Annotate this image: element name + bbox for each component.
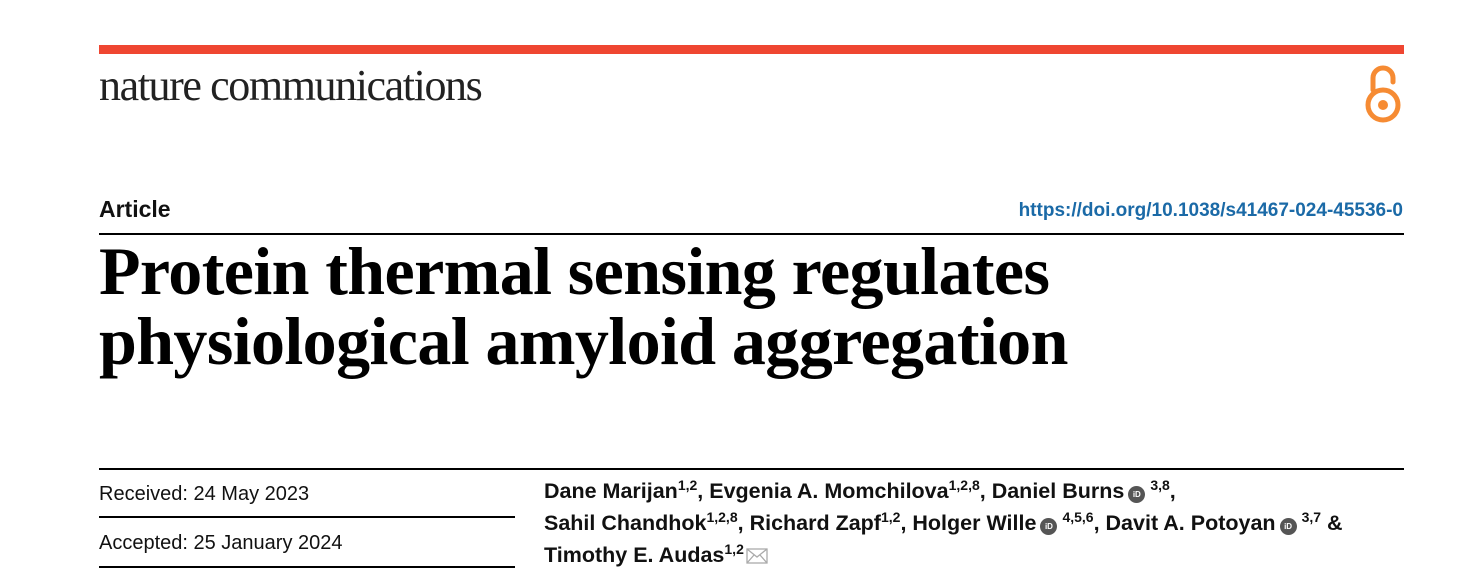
title-line-2: physiological amyloid aggregation — [99, 303, 1068, 379]
open-access-lock-icon[interactable] — [1362, 62, 1404, 124]
author-name: Holger Wille — [912, 511, 1037, 535]
author-list: Dane Marijan1,2, Evgenia A. Momchilova1,… — [544, 475, 1404, 571]
metadata-divider — [99, 468, 1404, 470]
author-name: Dane Marijan — [544, 479, 678, 503]
author-separator: , — [737, 511, 750, 535]
title-line-1: Protein thermal sensing regulates — [99, 233, 1050, 309]
author-affiliation: 1,2,8 — [706, 509, 738, 525]
orcid-icon[interactable]: iD — [1279, 518, 1297, 535]
author-item[interactable]: Davit A. Potoyan iD3,7 — [1105, 509, 1322, 535]
author-affiliation: 3,8 — [1150, 477, 1170, 493]
author-item[interactable]: Holger Wille iD4,5,6 — [912, 509, 1094, 535]
author-affiliation: 1,2 — [880, 509, 901, 525]
header-accent-bar — [99, 45, 1404, 54]
doi-link[interactable]: https://doi.org/10.1038/s41467-024-45536… — [1018, 200, 1403, 221]
author-name: Sahil Chandhok — [544, 511, 707, 535]
author-separator: , — [1093, 511, 1106, 535]
author-item[interactable]: Sahil Chandhok1,2,8 — [544, 509, 738, 535]
article-type-label: Article — [99, 196, 171, 222]
title-divider — [99, 233, 1404, 235]
author-name: Davit A. Potoyan — [1105, 511, 1276, 535]
author-separator: , — [697, 479, 710, 503]
author-item[interactable]: Timothy E. Audas1,2 — [544, 541, 768, 567]
accepted-date: Accepted: 25 January 2024 — [99, 518, 515, 568]
received-date: Received: 24 May 2023 — [99, 470, 515, 518]
author-affiliation: 1,2 — [724, 541, 744, 557]
publication-dates: Received: 24 May 2023 Accepted: 25 Janua… — [99, 470, 515, 568]
author-separator: & — [1321, 511, 1343, 535]
orcid-icon[interactable]: iD — [1040, 518, 1058, 535]
author-item[interactable]: Dane Marijan1,2 — [544, 477, 698, 503]
author-item[interactable]: Evgenia A. Momchilova1,2,8 — [709, 477, 980, 503]
author-name: Richard Zapf — [749, 511, 881, 535]
journal-name[interactable]: nature communications — [99, 61, 483, 110]
author-separator: , — [900, 511, 913, 535]
author-separator: , — [1169, 479, 1176, 503]
author-affiliation: 1,2,8 — [948, 477, 980, 493]
author-item[interactable]: Daniel Burns iD3,8 — [991, 477, 1170, 503]
author-name: Timothy E. Audas — [544, 543, 725, 567]
email-envelope-icon[interactable] — [746, 548, 768, 564]
author-separator: , — [979, 479, 992, 503]
author-affiliation: 1,2 — [677, 477, 698, 493]
author-affiliation: 4,5,6 — [1062, 509, 1094, 525]
author-item[interactable]: Richard Zapf1,2 — [749, 509, 901, 535]
author-name: Daniel Burns — [991, 479, 1125, 503]
author-affiliation: 3,7 — [1301, 509, 1322, 525]
orcid-icon[interactable]: iD — [1128, 486, 1146, 503]
article-title: Protein thermal sensing regulates physio… — [99, 236, 1349, 376]
author-name: Evgenia A. Momchilova — [709, 479, 949, 503]
